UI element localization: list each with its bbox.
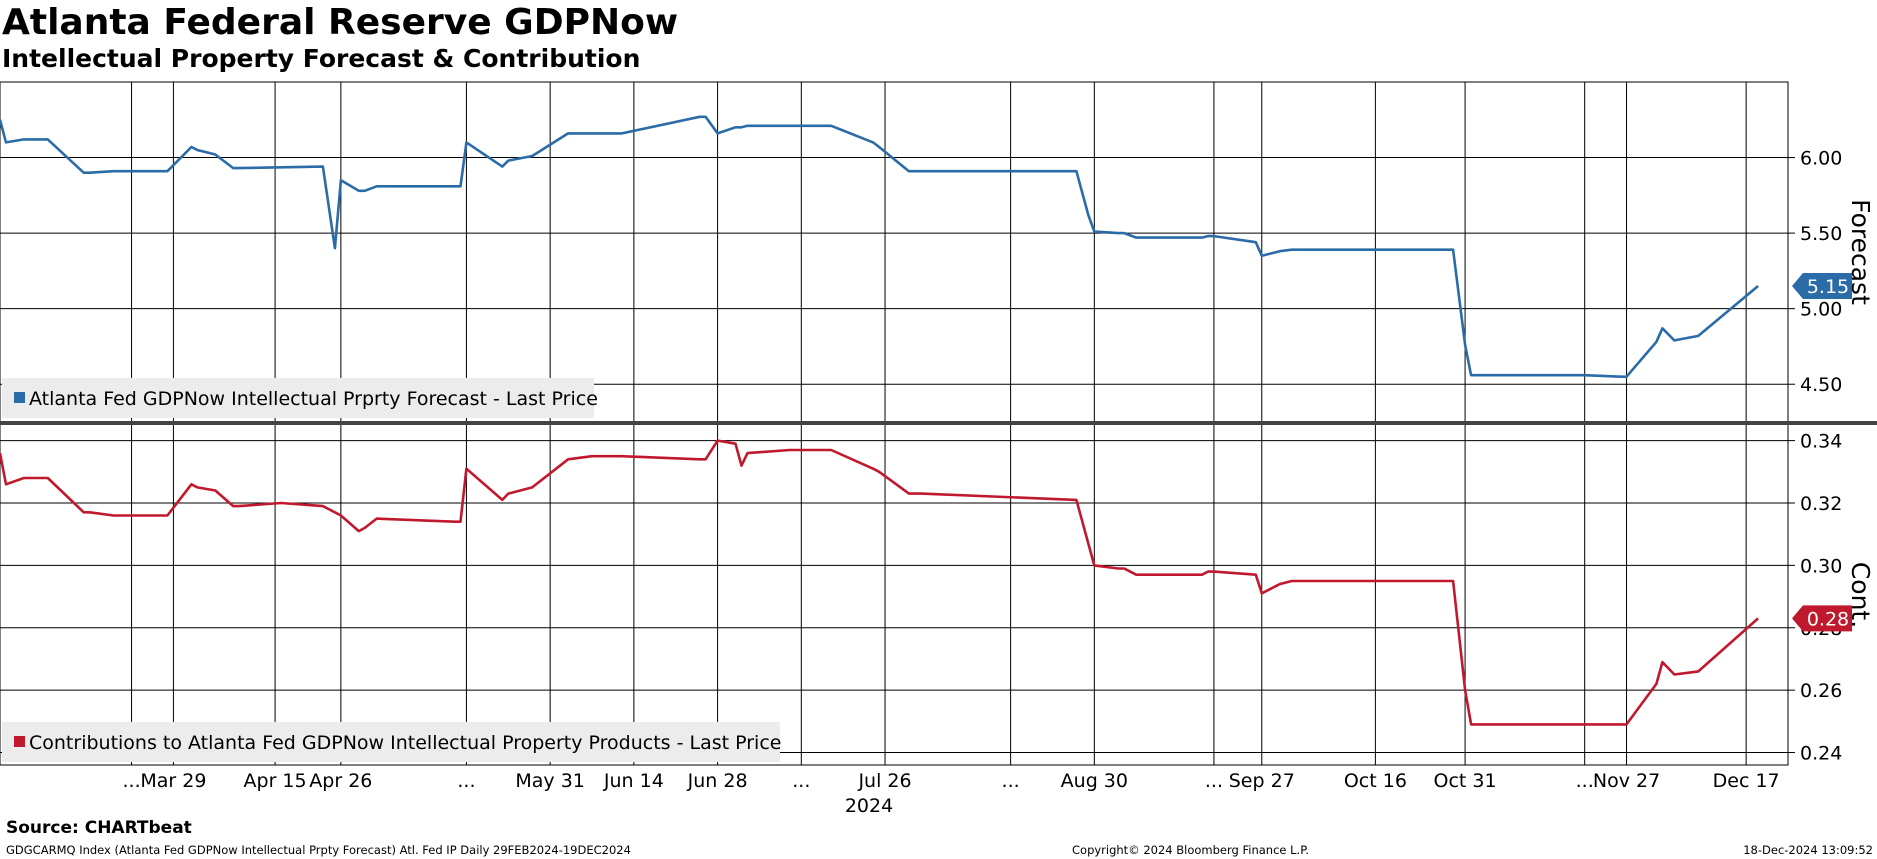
x-tick-label: Oct 31 (1434, 770, 1497, 792)
y-tick-label: 5.50 (1800, 223, 1842, 245)
y-axis-title: Forecast (1846, 199, 1875, 305)
x-tick-label: Jul 26 (857, 770, 911, 792)
panel-separator (0, 421, 1877, 425)
legend-label: Contributions to Atlanta Fed GDPNow Inte… (29, 732, 781, 754)
y-tick-label: 0.34 (1800, 431, 1842, 453)
x-tick-label: ... (457, 770, 475, 792)
legend-box (2, 722, 780, 762)
x-tick-label: Nov 27 (1593, 770, 1660, 792)
y-axis-title: Cont. (1846, 562, 1875, 628)
x-tick-label: ... (1002, 770, 1020, 792)
x-tick-label: Jun 28 (687, 770, 748, 792)
x-tick-label: Oct 16 (1344, 770, 1407, 792)
last-value-tag (1792, 605, 1852, 632)
series-line-contribution-panel (0, 439, 1759, 726)
series-line-forecast-panel (0, 115, 1759, 379)
y-tick-label: 4.50 (1800, 374, 1842, 396)
last-value-label: 5.15 (1807, 276, 1849, 298)
x-tick-label: Apr 15 (244, 770, 307, 792)
x-year-label: 2024 (845, 795, 893, 817)
y-tick-label: 5.00 (1800, 299, 1842, 321)
x-tick-label: Aug 30 (1061, 770, 1128, 792)
legend-swatch (14, 392, 25, 403)
y-tick-label: 0.24 (1800, 743, 1842, 765)
x-tick-label: ... (792, 770, 810, 792)
last-value-label: 0.28 (1807, 608, 1849, 630)
y-tick-label: 0.30 (1800, 555, 1842, 577)
legend-label: Atlanta Fed GDPNow Intellectual Prprty F… (29, 388, 598, 410)
x-tick-label: Sep 27 (1229, 770, 1295, 792)
x-tick-label: May 31 (515, 770, 585, 792)
copyright-notice: Copyright© 2024 Bloomberg Finance L.P. (1072, 843, 1309, 857)
x-tick-label: Jun 14 (603, 770, 664, 792)
legend-swatch (14, 736, 25, 747)
y-tick-label: 6.00 (1800, 148, 1842, 170)
x-tick-label: ... (122, 770, 140, 792)
y-tick-label: 0.26 (1800, 680, 1842, 702)
x-tick-label: Apr 26 (309, 770, 372, 792)
chart-title: Atlanta Federal Reserve GDPNow (2, 2, 679, 43)
last-value-tag (1792, 273, 1852, 299)
chart-subtitle: Intellectual Property Forecast & Contrib… (2, 44, 641, 73)
x-tick-label: ... (1205, 770, 1223, 792)
x-tick-label: Mar 29 (140, 770, 206, 792)
timestamp: 18-Dec-2024 13:09:52 (1743, 843, 1873, 857)
x-tick-label: Dec 17 (1713, 770, 1780, 792)
y-tick-label: 0.32 (1800, 493, 1842, 515)
source-label: Source: CHARTbeat (6, 818, 192, 838)
ticker-description: GDGCARMQ Index (Atlanta Fed GDPNow Intel… (6, 843, 631, 857)
legend-box (2, 378, 594, 418)
x-tick-label: ... (1576, 770, 1594, 792)
